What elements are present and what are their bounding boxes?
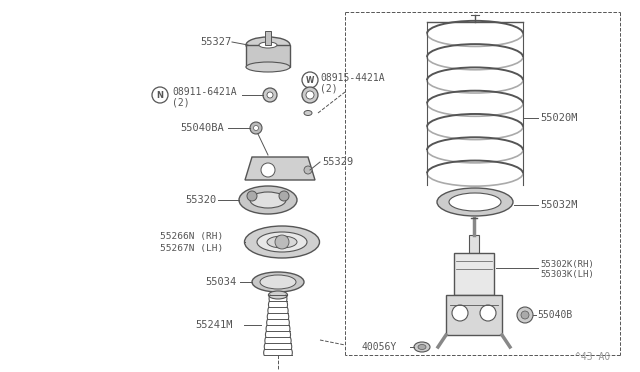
Text: W: W bbox=[306, 76, 314, 84]
Circle shape bbox=[152, 87, 168, 103]
Ellipse shape bbox=[260, 275, 296, 289]
FancyBboxPatch shape bbox=[246, 45, 290, 67]
Text: 08911-6421A: 08911-6421A bbox=[172, 87, 237, 97]
Circle shape bbox=[253, 125, 259, 131]
Ellipse shape bbox=[246, 62, 290, 72]
Text: 55320: 55320 bbox=[185, 195, 216, 205]
Ellipse shape bbox=[259, 42, 277, 48]
Circle shape bbox=[452, 305, 468, 321]
Ellipse shape bbox=[437, 188, 513, 216]
Ellipse shape bbox=[246, 37, 290, 53]
Text: 55302K(RH): 55302K(RH) bbox=[540, 260, 594, 269]
Text: 08915-4421A: 08915-4421A bbox=[320, 73, 385, 83]
Circle shape bbox=[247, 191, 257, 201]
Text: 55241M: 55241M bbox=[195, 320, 232, 330]
Circle shape bbox=[261, 163, 275, 177]
Text: 55020M: 55020M bbox=[540, 113, 577, 123]
Text: 55303K(LH): 55303K(LH) bbox=[540, 270, 594, 279]
Text: (2): (2) bbox=[320, 83, 338, 93]
Text: 55266N (RH): 55266N (RH) bbox=[160, 231, 223, 241]
Polygon shape bbox=[245, 157, 315, 180]
Text: 40056Y: 40056Y bbox=[362, 342, 397, 352]
Circle shape bbox=[250, 122, 262, 134]
Ellipse shape bbox=[449, 193, 501, 211]
Circle shape bbox=[306, 91, 314, 99]
Ellipse shape bbox=[239, 186, 297, 214]
FancyBboxPatch shape bbox=[454, 253, 494, 295]
Text: 55040B: 55040B bbox=[537, 310, 572, 320]
Text: N: N bbox=[157, 90, 163, 99]
Circle shape bbox=[480, 305, 496, 321]
Text: 55267N (LH): 55267N (LH) bbox=[160, 244, 223, 253]
Ellipse shape bbox=[304, 110, 312, 115]
Circle shape bbox=[302, 87, 318, 103]
Ellipse shape bbox=[267, 236, 297, 248]
Ellipse shape bbox=[268, 291, 287, 299]
Text: 55032M: 55032M bbox=[540, 200, 577, 210]
Ellipse shape bbox=[250, 192, 286, 208]
Circle shape bbox=[521, 311, 529, 319]
Text: ^43 A0: ^43 A0 bbox=[575, 352, 610, 362]
Text: 55034: 55034 bbox=[205, 277, 236, 287]
Circle shape bbox=[275, 235, 289, 249]
FancyBboxPatch shape bbox=[265, 31, 271, 45]
Ellipse shape bbox=[414, 342, 430, 352]
Circle shape bbox=[263, 88, 277, 102]
Text: 55329: 55329 bbox=[322, 157, 353, 167]
Text: 55327: 55327 bbox=[200, 37, 231, 47]
Circle shape bbox=[304, 166, 312, 174]
Ellipse shape bbox=[244, 226, 319, 258]
FancyBboxPatch shape bbox=[469, 235, 479, 253]
Ellipse shape bbox=[252, 272, 304, 292]
Circle shape bbox=[267, 92, 273, 98]
Ellipse shape bbox=[257, 232, 307, 252]
Text: (2): (2) bbox=[172, 97, 189, 107]
FancyBboxPatch shape bbox=[446, 295, 502, 335]
Ellipse shape bbox=[418, 344, 426, 350]
Circle shape bbox=[302, 72, 318, 88]
Circle shape bbox=[517, 307, 533, 323]
Circle shape bbox=[279, 191, 289, 201]
Text: 55040BA: 55040BA bbox=[180, 123, 224, 133]
